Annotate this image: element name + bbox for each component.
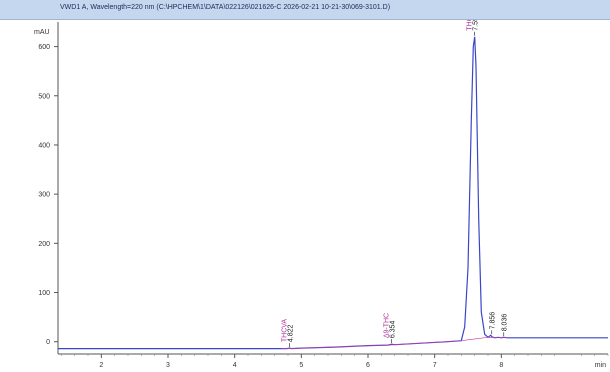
x-tick-label: 5 bbox=[299, 362, 303, 369]
x-tick-label: 2 bbox=[99, 362, 103, 369]
peak-name-label: THCA bbox=[467, 20, 474, 31]
signal-title: VWD1 A, Wavelength=220 nm (C:\HPCHEM\1\D… bbox=[60, 4, 391, 11]
peak-name-label: THCVA bbox=[281, 319, 288, 343]
y-tick-label: 600 bbox=[38, 44, 50, 51]
x-tick-label: 6 bbox=[366, 362, 370, 369]
x-axis-label: min bbox=[595, 362, 606, 369]
x-tick-label: 8 bbox=[499, 362, 503, 369]
peak-rt-label: 7.856 bbox=[490, 312, 497, 330]
y-tick-label: 500 bbox=[38, 93, 50, 100]
y-tick-label: 0 bbox=[46, 339, 50, 346]
integration-baseline bbox=[281, 336, 509, 349]
y-tick-label: 300 bbox=[38, 192, 50, 199]
y-axis-label: mAU bbox=[34, 29, 50, 36]
y-tick-label: 100 bbox=[38, 290, 50, 297]
signal-title-bar: VWD1 A, Wavelength=220 nm (C:\HPCHEM\1\D… bbox=[0, 0, 610, 20]
x-tick-label: 3 bbox=[166, 362, 170, 369]
peak-rt-label: 4.822 bbox=[287, 324, 294, 342]
peak-name-label: Δ9-THC bbox=[384, 313, 391, 338]
peak-rt-label: 7.598 bbox=[473, 20, 480, 31]
peak-rt-label: 8.036 bbox=[502, 314, 509, 332]
x-tick-label: 4 bbox=[233, 362, 237, 369]
peak-rt-label: 6.354 bbox=[390, 321, 397, 339]
x-tick-label: 7 bbox=[433, 362, 437, 369]
y-tick-label: 400 bbox=[38, 142, 50, 149]
y-tick-label: 200 bbox=[38, 241, 50, 248]
chromatogram-trace bbox=[58, 36, 608, 350]
